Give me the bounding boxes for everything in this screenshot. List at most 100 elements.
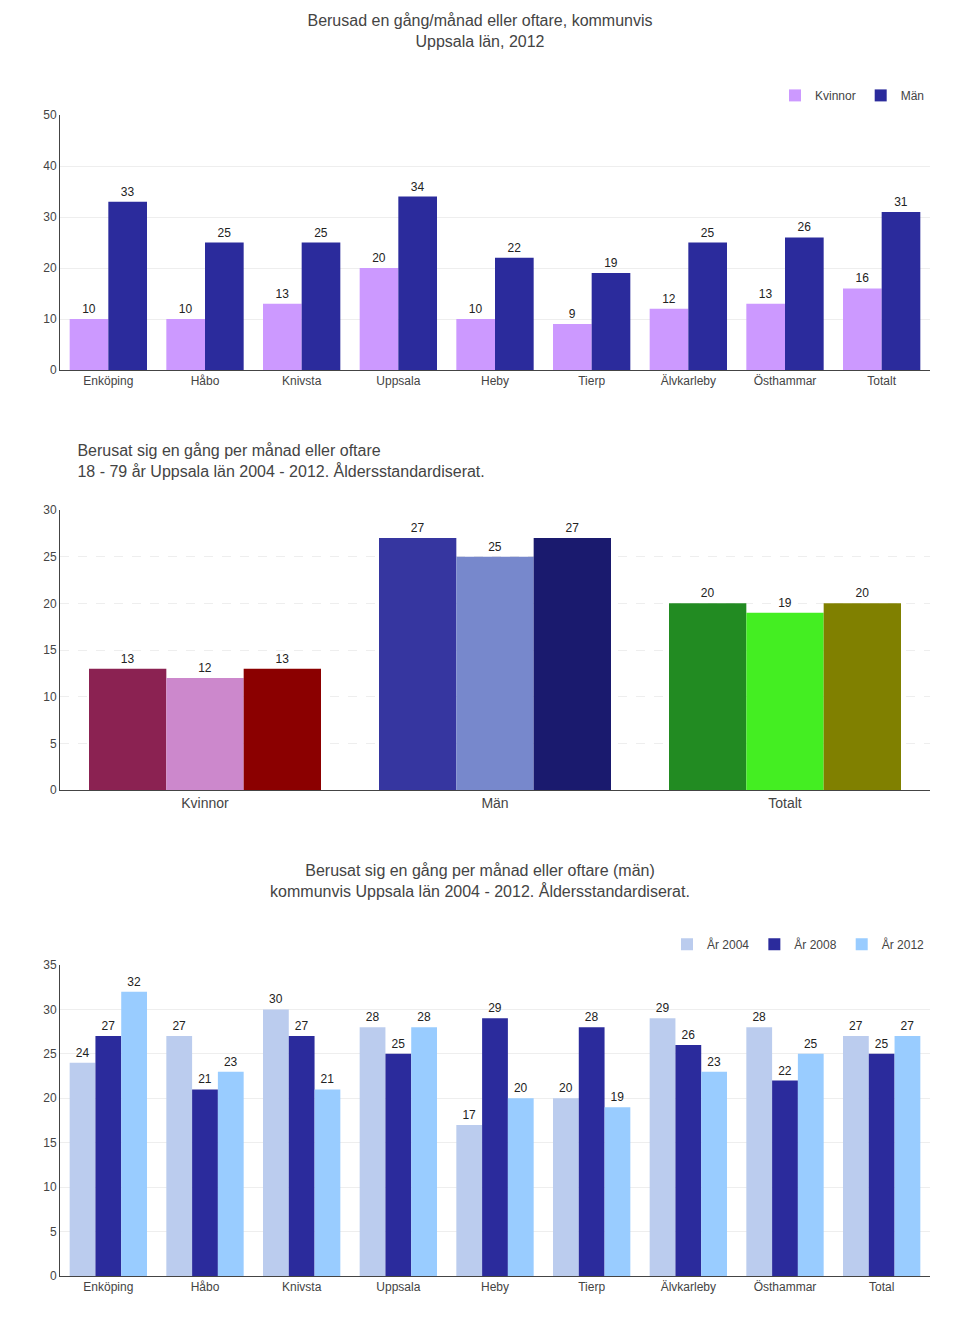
- svg-text:Håbo: Håbo: [191, 374, 220, 388]
- svg-text:25: 25: [391, 1037, 405, 1051]
- svg-text:32: 32: [127, 975, 141, 989]
- svg-text:15: 15: [43, 643, 57, 657]
- svg-text:50: 50: [43, 108, 57, 122]
- svg-text:20: 20: [514, 1081, 528, 1095]
- svg-text:Berusat sig en gång per månad: Berusat sig en gång per månad eller ofta…: [77, 442, 484, 480]
- svg-text:30: 30: [43, 210, 57, 224]
- svg-text:27: 27: [411, 521, 425, 535]
- svg-text:0: 0: [50, 363, 57, 377]
- svg-text:20: 20: [855, 586, 869, 600]
- svg-text:5: 5: [50, 1225, 57, 1239]
- svg-text:19: 19: [778, 596, 792, 610]
- svg-text:10: 10: [43, 1180, 57, 1194]
- svg-text:13: 13: [759, 287, 773, 301]
- svg-text:Heby: Heby: [481, 374, 509, 388]
- svg-text:26: 26: [797, 220, 811, 234]
- svg-text:24: 24: [76, 1046, 90, 1060]
- svg-text:Heby: Heby: [481, 1280, 509, 1294]
- svg-text:Tierp: Tierp: [578, 1280, 605, 1294]
- svg-text:25: 25: [701, 226, 715, 240]
- svg-text:27: 27: [901, 1019, 915, 1033]
- svg-text:13: 13: [275, 652, 289, 666]
- svg-text:Totalt: Totalt: [768, 795, 802, 811]
- svg-text:Kvinnor: Kvinnor: [181, 795, 229, 811]
- svg-text:31: 31: [894, 195, 908, 209]
- svg-text:Berusad en gång/månad eller of: Berusad en gång/månad eller oftare, komm…: [307, 12, 652, 50]
- svg-text:Uppsala: Uppsala: [376, 374, 420, 388]
- svg-text:33: 33: [121, 185, 135, 199]
- svg-text:27: 27: [849, 1019, 863, 1033]
- svg-text:27: 27: [565, 521, 579, 535]
- svg-text:29: 29: [656, 1001, 670, 1015]
- svg-text:20: 20: [43, 597, 57, 611]
- svg-text:25: 25: [804, 1037, 818, 1051]
- svg-text:12: 12: [662, 292, 676, 306]
- svg-text:10: 10: [82, 302, 96, 316]
- svg-text:10: 10: [43, 690, 57, 704]
- svg-text:16: 16: [855, 271, 869, 285]
- svg-text:28: 28: [366, 1010, 380, 1024]
- svg-text:År 2012: År 2012: [882, 937, 924, 952]
- svg-text:0: 0: [50, 1269, 57, 1283]
- svg-text:Kvinnor: Kvinnor: [815, 89, 856, 103]
- svg-text:Östhammar: Östhammar: [754, 1280, 817, 1294]
- svg-text:10: 10: [43, 312, 57, 326]
- svg-text:Knivsta: Knivsta: [282, 374, 322, 388]
- svg-text:20: 20: [43, 1091, 57, 1105]
- svg-text:År 2008: År 2008: [794, 937, 836, 952]
- svg-text:0: 0: [50, 783, 57, 797]
- svg-text:23: 23: [707, 1055, 721, 1069]
- svg-text:19: 19: [611, 1090, 625, 1104]
- svg-text:27: 27: [295, 1019, 309, 1033]
- svg-text:Berusat sig en gång per månad: Berusat sig en gång per månad eller ofta…: [270, 862, 690, 900]
- svg-text:10: 10: [469, 302, 483, 316]
- svg-text:Älvkarleby: Älvkarleby: [661, 374, 716, 388]
- svg-text:40: 40: [43, 159, 57, 173]
- svg-text:30: 30: [43, 1003, 57, 1017]
- svg-text:Män: Män: [481, 795, 508, 811]
- svg-text:19: 19: [604, 256, 618, 270]
- svg-text:29: 29: [488, 1001, 502, 1015]
- svg-text:28: 28: [417, 1010, 431, 1024]
- svg-text:Knivsta: Knivsta: [282, 1280, 322, 1294]
- svg-text:20: 20: [43, 261, 57, 275]
- svg-text:Total: Total: [869, 1280, 894, 1294]
- svg-text:10: 10: [179, 302, 193, 316]
- svg-text:5: 5: [50, 737, 57, 751]
- svg-text:Totalt: Totalt: [867, 374, 896, 388]
- svg-text:17: 17: [462, 1108, 476, 1122]
- svg-text:26: 26: [681, 1028, 695, 1042]
- svg-text:34: 34: [411, 180, 425, 194]
- svg-text:21: 21: [321, 1072, 335, 1086]
- svg-text:25: 25: [217, 226, 231, 240]
- svg-text:Älvkarleby: Älvkarleby: [661, 1280, 716, 1294]
- svg-text:27: 27: [101, 1019, 115, 1033]
- svg-text:20: 20: [559, 1081, 573, 1095]
- svg-text:30: 30: [43, 503, 57, 517]
- svg-text:25: 25: [488, 540, 502, 554]
- svg-text:20: 20: [372, 251, 386, 265]
- svg-text:Enköping: Enköping: [83, 374, 133, 388]
- svg-text:28: 28: [585, 1010, 599, 1024]
- svg-text:22: 22: [778, 1064, 792, 1078]
- svg-text:9: 9: [569, 307, 576, 321]
- svg-text:25: 25: [43, 1047, 57, 1061]
- svg-text:25: 25: [875, 1037, 889, 1051]
- svg-text:25: 25: [314, 226, 328, 240]
- svg-text:21: 21: [198, 1072, 212, 1086]
- svg-text:Enköping: Enköping: [83, 1280, 133, 1294]
- svg-text:12: 12: [198, 661, 212, 675]
- svg-text:13: 13: [275, 287, 289, 301]
- svg-text:15: 15: [43, 1136, 57, 1150]
- svg-text:28: 28: [752, 1010, 766, 1024]
- svg-text:13: 13: [121, 652, 135, 666]
- svg-text:27: 27: [172, 1019, 186, 1033]
- svg-text:30: 30: [269, 992, 283, 1006]
- svg-text:Östhammar: Östhammar: [754, 374, 817, 388]
- svg-text:23: 23: [224, 1055, 238, 1069]
- svg-text:Uppsala: Uppsala: [376, 1280, 420, 1294]
- svg-text:Män: Män: [901, 89, 924, 103]
- svg-text:Tierp: Tierp: [578, 374, 605, 388]
- svg-text:25: 25: [43, 550, 57, 564]
- svg-text:20: 20: [701, 586, 715, 600]
